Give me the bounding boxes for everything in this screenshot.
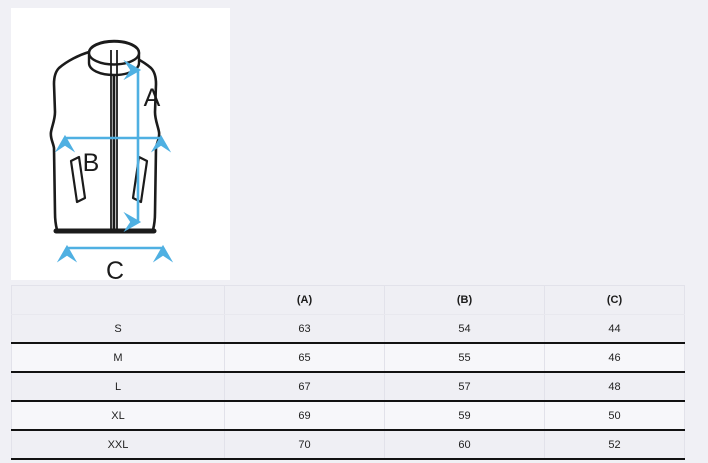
cell-a: 70 xyxy=(224,430,385,460)
size-chart-container: (A) (B) (C) S 63 54 44 M 65 55 46 L 67 5… xyxy=(11,285,685,460)
column-header-size xyxy=(11,285,225,315)
column-header-c: (C) xyxy=(544,285,685,315)
cell-b: 54 xyxy=(384,314,545,344)
cell-c: 44 xyxy=(544,314,685,344)
measure-label-c: C xyxy=(106,257,124,280)
vest-measurement-diagram: A B C xyxy=(49,39,174,280)
vest-collar xyxy=(87,39,141,77)
table-row: XXL 70 60 52 xyxy=(11,430,685,460)
table-body: S 63 54 44 M 65 55 46 L 67 57 48 XL 69 5… xyxy=(11,314,685,460)
cell-b: 55 xyxy=(384,343,545,373)
table-row: M 65 55 46 xyxy=(11,343,685,373)
cell-size: XL xyxy=(11,401,225,431)
vest-pocket-left xyxy=(69,155,87,204)
cell-a: 63 xyxy=(224,314,385,344)
cell-a: 65 xyxy=(224,343,385,373)
cell-a: 67 xyxy=(224,372,385,402)
cell-size: S xyxy=(11,314,225,344)
table-row: L 67 57 48 xyxy=(11,372,685,402)
cell-b: 59 xyxy=(384,401,545,431)
vest-outline xyxy=(49,50,161,232)
cell-c: 50 xyxy=(544,401,685,431)
column-header-a: (A) xyxy=(224,285,385,315)
size-chart-table: (A) (B) (C) S 63 54 44 M 65 55 46 L 67 5… xyxy=(11,285,685,460)
column-header-b: (B) xyxy=(384,285,545,315)
cell-size: M xyxy=(11,343,225,373)
cell-b: 57 xyxy=(384,372,545,402)
cell-c: 46 xyxy=(544,343,685,373)
cell-b: 60 xyxy=(384,430,545,460)
table-header-row: (A) (B) (C) xyxy=(11,285,685,315)
measure-label-b: B xyxy=(83,149,100,177)
table-header: (A) (B) (C) xyxy=(11,285,685,315)
cell-c: 52 xyxy=(544,430,685,460)
cell-c: 48 xyxy=(544,372,685,402)
cell-a: 69 xyxy=(224,401,385,431)
table-row: XL 69 59 50 xyxy=(11,401,685,431)
product-image-panel: A B C xyxy=(11,8,230,280)
cell-size: L xyxy=(11,372,225,402)
table-row: S 63 54 44 xyxy=(11,314,685,344)
measure-label-a: A xyxy=(144,84,161,112)
cell-size: XXL xyxy=(11,430,225,460)
